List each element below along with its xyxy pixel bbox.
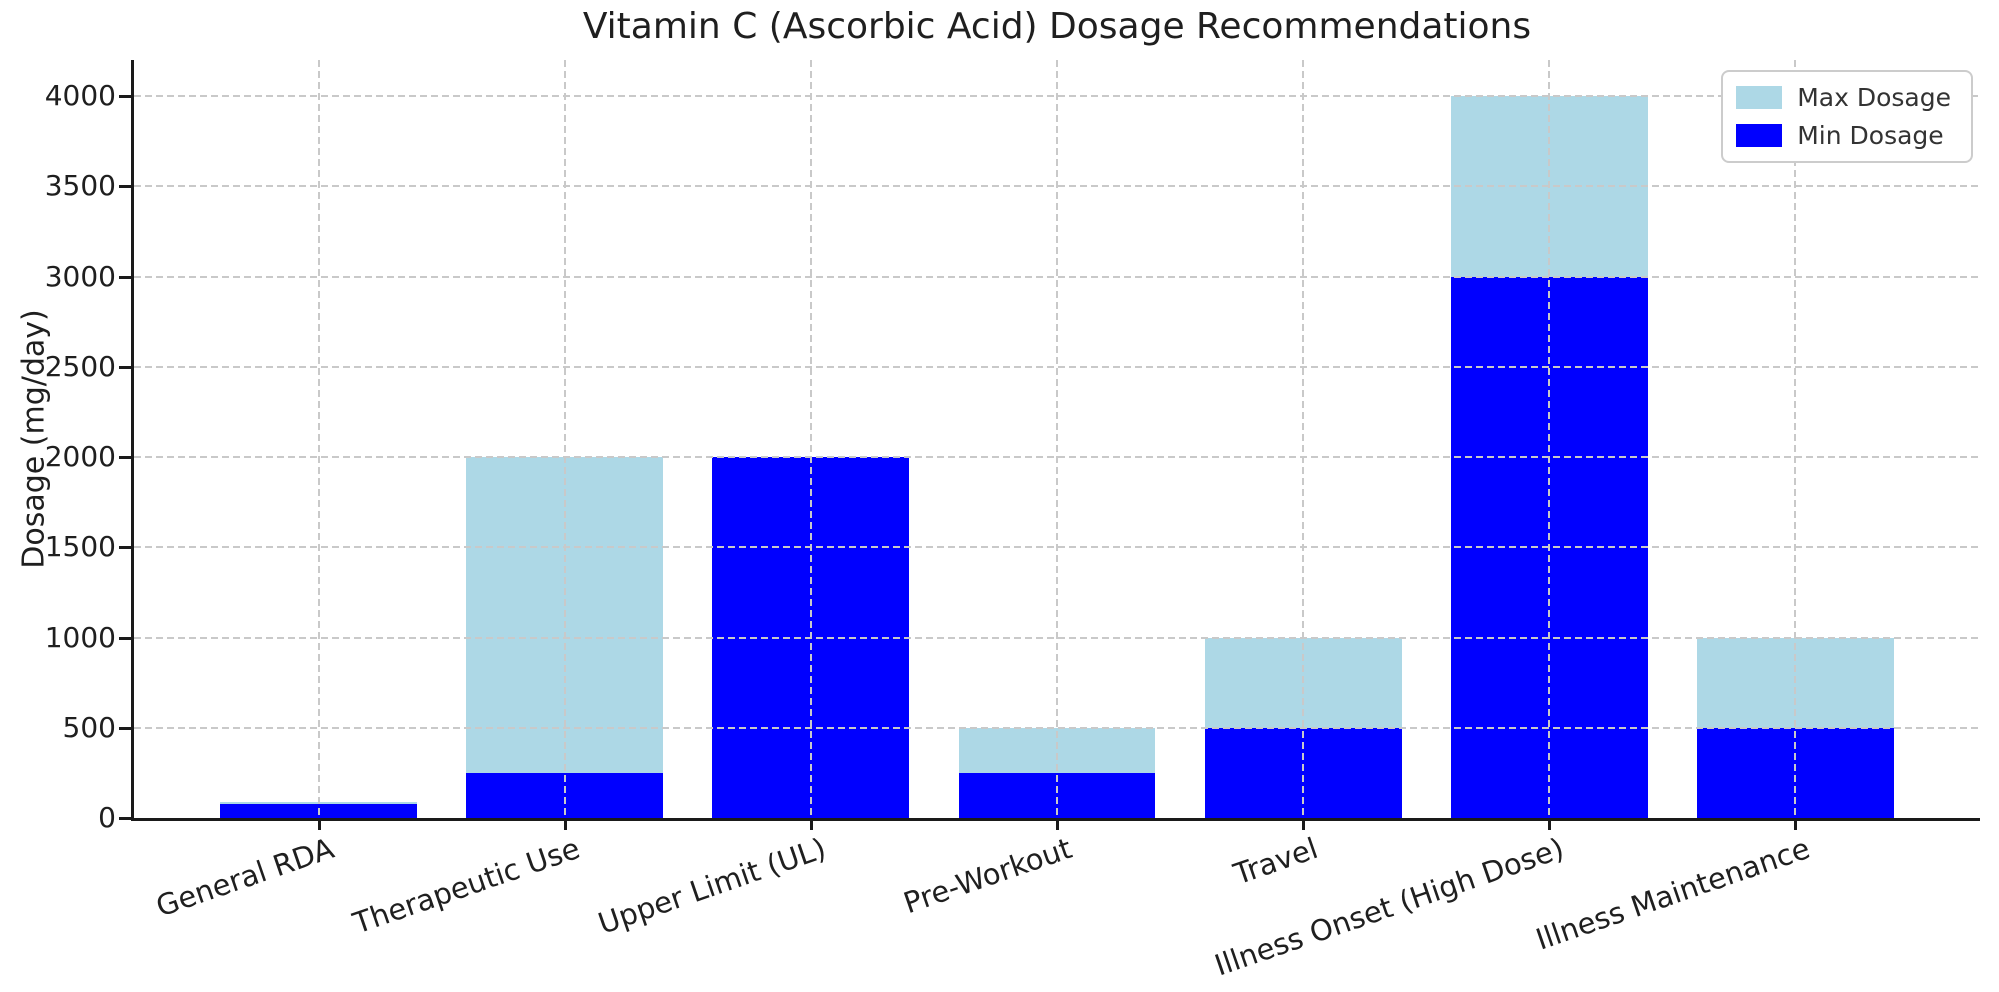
legend-swatch-min-dosage (1736, 124, 1783, 147)
y-tick-mark-0 (119, 817, 132, 820)
y-tick-mark-3500 (119, 185, 132, 189)
x-tick-mark-6 (1794, 818, 1798, 830)
x-tick-mark-2 (809, 818, 813, 830)
v-gridline-2 (809, 60, 812, 818)
y-tick-label-3000: 3000 (44, 259, 116, 293)
v-gridline-0 (317, 60, 320, 818)
y-tick-label-3500: 3500 (44, 169, 116, 203)
x-tick-mark-0 (317, 818, 321, 830)
chart-title: Vitamin C (Ascorbic Acid) Dosage Recomme… (582, 6, 1532, 47)
v-gridline-1 (563, 60, 566, 818)
v-gridline-6 (1794, 60, 1797, 818)
y-tick-mark-1500 (119, 546, 132, 550)
y-tick-mark-4000 (119, 95, 132, 99)
y-tick-mark-1000 (119, 636, 132, 640)
y-tick-mark-2500 (119, 365, 132, 369)
y-tick-mark-500 (119, 726, 132, 730)
y-tick-label-1000: 1000 (44, 620, 116, 654)
legend-label-min-dosage: Min Dosage (1797, 121, 1944, 150)
x-tick-mark-4 (1302, 818, 1306, 830)
legend-swatch-max-dosage (1736, 86, 1783, 109)
v-gridline-5 (1548, 60, 1551, 818)
y-tick-label-500: 500 (62, 710, 116, 744)
y-tick-label-1500: 1500 (44, 530, 116, 564)
x-axis-line (131, 818, 1980, 821)
legend-label-max-dosage: Max Dosage (1797, 83, 1951, 112)
y-tick-label-2500: 2500 (44, 349, 116, 383)
y-tick-label-2000: 2000 (44, 440, 116, 474)
x-tick-mark-1 (563, 818, 567, 830)
x-tick-mark-5 (1548, 818, 1552, 830)
y-tick-label-0: 0 (98, 801, 116, 834)
v-gridline-4 (1302, 60, 1305, 818)
legend-item-min-dosage: Min Dosage (1736, 121, 1951, 150)
v-gridline-3 (1056, 60, 1058, 818)
y-tick-mark-3000 (119, 275, 132, 279)
y-tick-label-4000: 4000 (44, 79, 116, 113)
plot-area: Max Dosage Min Dosage 0 500 1000 1500 2000 25… (45, 60, 1980, 982)
x-tick-label-0: General RDA (151, 831, 338, 924)
y-axis-line (131, 60, 134, 821)
x-tick-mark-3 (1056, 818, 1059, 830)
y-tick-mark-2000 (119, 456, 132, 460)
legend: Max Dosage Min Dosage (1721, 70, 1973, 163)
legend-item-max-dosage: Max Dosage (1736, 83, 1951, 112)
